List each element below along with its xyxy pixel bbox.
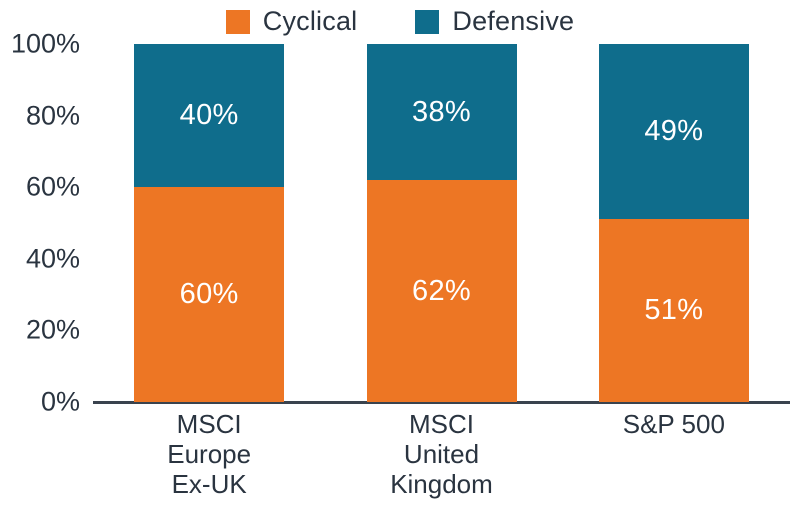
x-axis-labels: MSCI Europe Ex-UK MSCI United Kingdom S&P … [93,409,790,504]
legend-swatch-cyclical [225,9,250,34]
segment-cyclical: 60% [134,187,285,402]
bars-container: 40% 60% 38% 62% 49% 51% [93,44,790,402]
legend-label: Cyclical [262,6,358,36]
bar-msci-europe-ex-uk: 40% 60% [134,44,285,402]
segment-value-label: 40% [179,99,239,132]
y-tick-label: 80% [25,100,80,131]
legend-item-cyclical: Cyclical [225,6,358,37]
segment-defensive: 40% [134,44,285,188]
y-tick-label: 40% [25,243,80,274]
segment-value-label: 49% [644,115,704,148]
segment-defensive: 38% [366,44,517,181]
bar-msci-united-kingdom: 38% 62% [366,44,517,402]
bar-s&p 500: 49% 51% [598,44,749,402]
legend-label: Defensive [452,6,575,36]
segment-value-label: 38% [412,95,471,128]
y-axis: 100% 80% 60% 40% 20% 0% [0,29,80,417]
legend-swatch-defensive [415,9,440,34]
y-tick-label: 20% [25,314,80,345]
segment-defensive: 49% [598,44,749,220]
segment-value-label: 60% [179,278,239,311]
y-tick-label: 100% [10,28,80,59]
x-category-label: MSCI United Kingdom [390,409,493,499]
x-category-label: S&P 500 [622,409,725,439]
segment-cyclical: 62% [366,180,517,402]
x-axis-line [93,401,790,404]
segment-value-label: 51% [644,294,704,327]
x-category-label: MSCI Europe Ex-UK [167,409,252,499]
segment-value-label: 62% [412,274,471,307]
y-tick-label: 60% [25,171,80,202]
segment-cyclical: 51% [598,219,749,402]
y-tick-label: 0% [40,386,80,417]
legend-item-defensive: Defensive [415,6,574,37]
chart-legend: Cyclical Defensive [0,6,800,37]
